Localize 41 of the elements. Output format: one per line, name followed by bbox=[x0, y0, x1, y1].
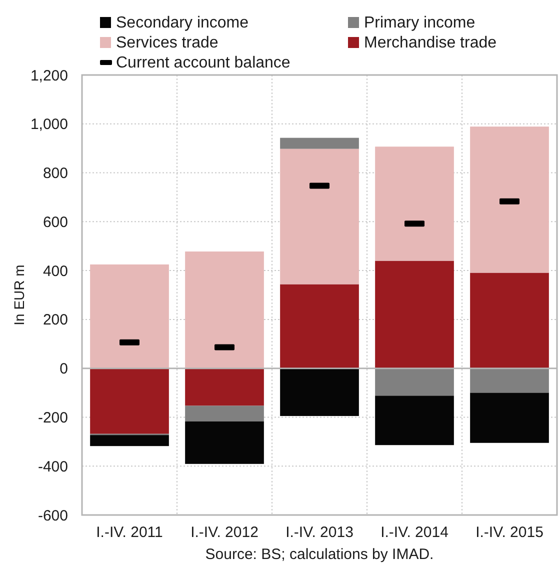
y-tick-label: 400 bbox=[42, 262, 68, 280]
legend-label: Services trade bbox=[116, 34, 218, 52]
y-tick-label: 0 bbox=[60, 360, 68, 378]
legend-label: Current account balance bbox=[116, 54, 290, 72]
source-note: Source: BS; calculations by IMAD. bbox=[205, 546, 434, 563]
bar bbox=[185, 406, 264, 422]
bar bbox=[90, 435, 169, 446]
bar bbox=[280, 284, 359, 368]
y-tick-label: -400 bbox=[38, 458, 68, 476]
y-tick-label: 800 bbox=[42, 165, 68, 182]
x-tick-label: I.-IV. 2015 bbox=[476, 524, 544, 541]
bar bbox=[375, 260, 454, 368]
legend-label: Primary income bbox=[364, 14, 476, 32]
bar bbox=[470, 368, 549, 393]
bar bbox=[375, 368, 454, 396]
bar bbox=[90, 264, 169, 368]
legend-label: Merchandise trade bbox=[364, 34, 497, 52]
x-tick-label: I.-IV. 2013 bbox=[286, 524, 354, 541]
bar bbox=[375, 146, 454, 261]
bar bbox=[470, 392, 549, 443]
bar bbox=[280, 368, 359, 416]
bar bbox=[280, 148, 359, 284]
bar bbox=[470, 272, 549, 368]
legend-label: Secondary income bbox=[116, 14, 249, 32]
y-tick-label: 1,200 bbox=[30, 67, 68, 84]
y-tick-label: 1,000 bbox=[30, 116, 68, 134]
y-axis-title: In EUR m bbox=[11, 264, 27, 326]
bar bbox=[375, 396, 454, 446]
y-tick-label: 600 bbox=[42, 214, 68, 231]
bar bbox=[90, 368, 169, 434]
bar bbox=[280, 138, 359, 149]
x-tick-label: I.-IV. 2014 bbox=[380, 524, 448, 541]
y-tick-label: 200 bbox=[42, 312, 68, 329]
bar bbox=[185, 421, 264, 464]
y-tick-label: -600 bbox=[38, 507, 68, 524]
y-tick-label: -200 bbox=[38, 409, 68, 426]
bar bbox=[185, 251, 264, 368]
x-tick-label: I.-IV. 2011 bbox=[96, 524, 163, 541]
bar bbox=[185, 368, 264, 406]
x-tick-label: I.-IV. 2012 bbox=[190, 524, 258, 541]
bar bbox=[470, 126, 549, 273]
